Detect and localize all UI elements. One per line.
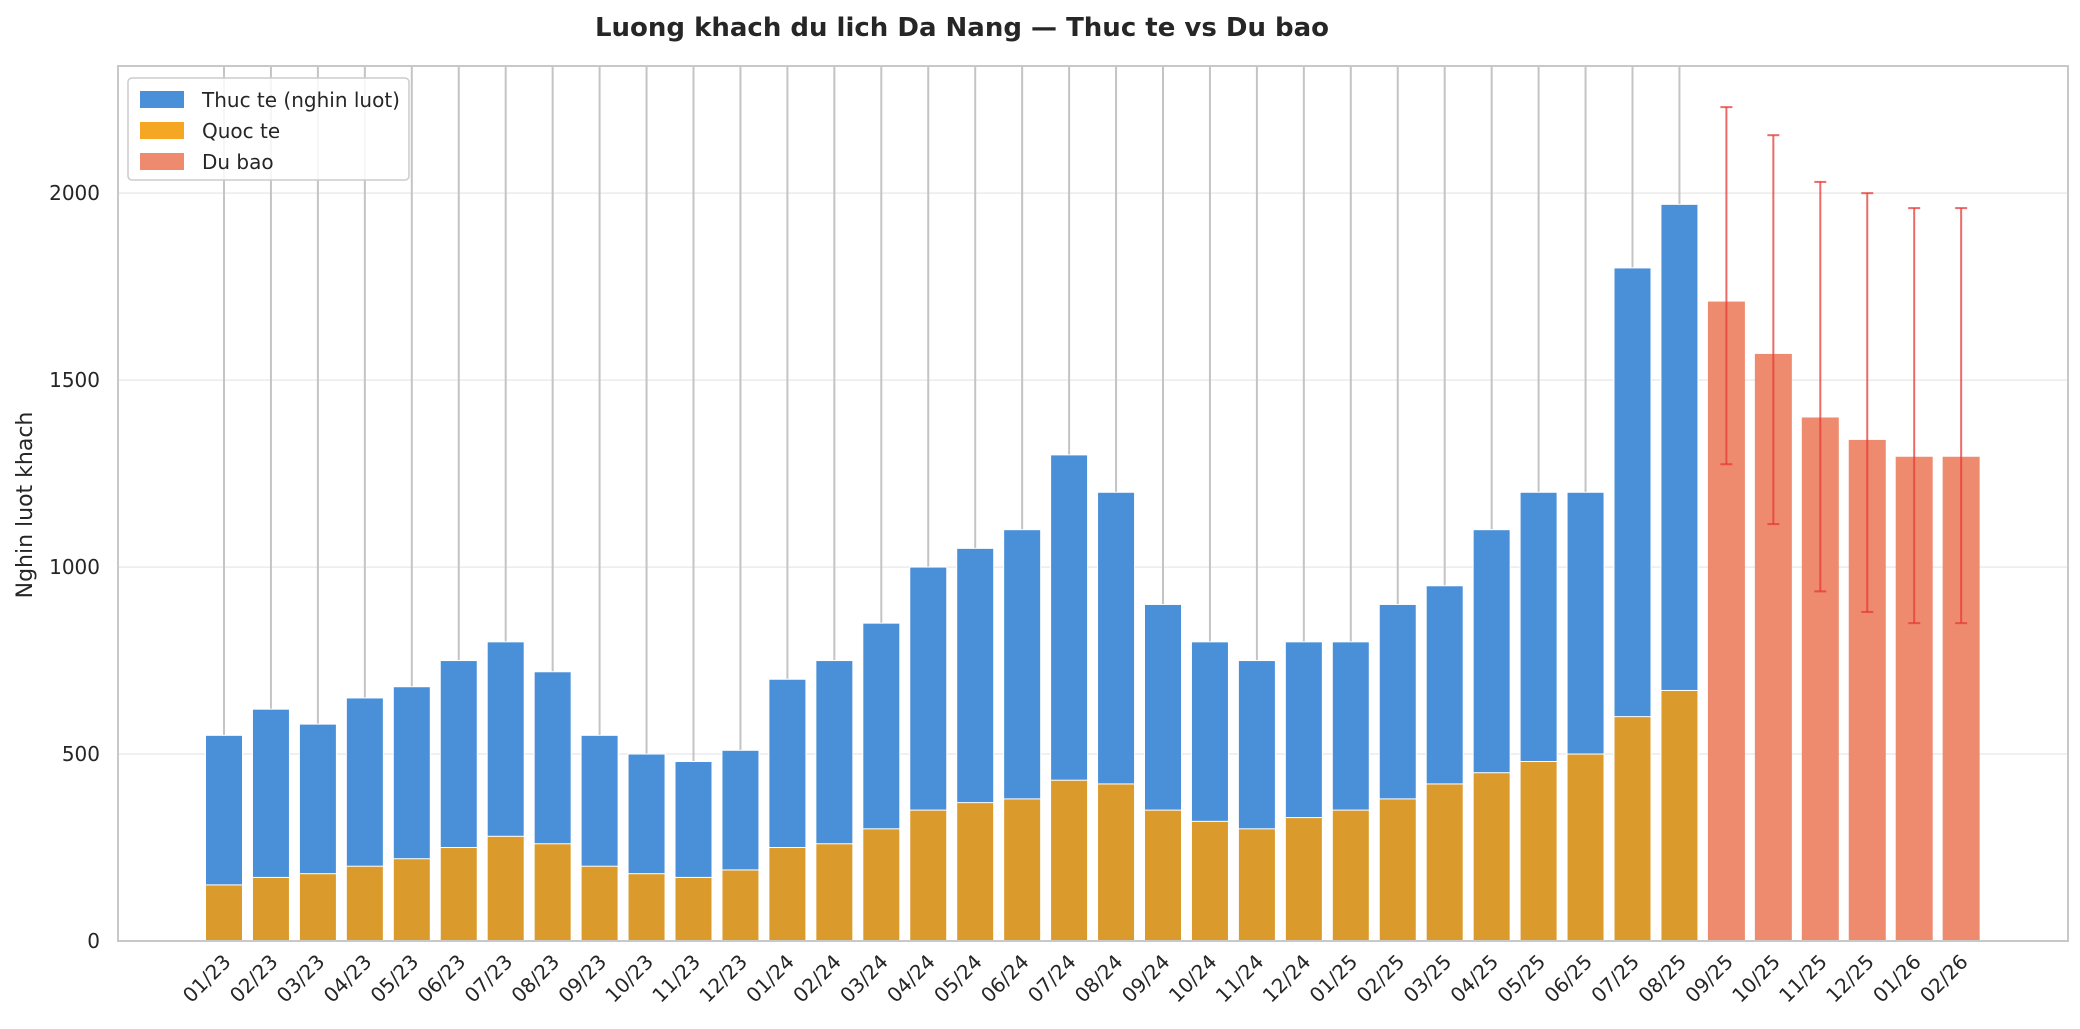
bar-international: [862, 828, 901, 942]
legend: Thuc te (nghin luot) Quoc te Du bao: [127, 77, 410, 181]
legend-box: [127, 77, 410, 181]
bars: [205, 203, 1980, 942]
bar-international: [674, 876, 713, 942]
axes: [117, 65, 2069, 942]
y-axis-label: Nghin luot khach: [13, 412, 38, 599]
y-tick-label: 500: [62, 742, 100, 766]
bar-international: [1660, 689, 1699, 942]
chart-title: Luong khach du lich Da Nang — Thuc te vs…: [595, 13, 1329, 43]
bar-international: [1237, 828, 1276, 942]
bar-international: [439, 847, 478, 942]
legend-swatch-forecast: [140, 153, 184, 170]
bar-international: [627, 873, 666, 942]
bar-international: [1566, 753, 1605, 942]
bar-international: [1284, 817, 1323, 942]
error-bars: [1720, 106, 1968, 625]
bar-international: [1097, 783, 1136, 942]
bar-international: [1425, 783, 1464, 942]
legend-swatch-actual: [140, 91, 184, 108]
bar-international: [1613, 716, 1652, 942]
bar-international: [580, 865, 619, 942]
bar-international: [768, 847, 807, 942]
legend-swatch-international: [140, 122, 184, 139]
bar-international: [205, 884, 243, 942]
bar-international: [1519, 761, 1558, 942]
y-tick-label: 0: [87, 929, 100, 953]
bar-international: [815, 843, 854, 942]
bar-international: [956, 802, 995, 942]
plot-frame: [117, 65, 2069, 942]
bar-international: [1378, 798, 1417, 942]
bar-international: [909, 809, 948, 942]
legend-label-international: Quoc te: [202, 119, 280, 143]
bar-international: [721, 869, 760, 942]
bar-international: [298, 873, 337, 942]
bar-international: [1331, 809, 1370, 942]
bar-international: [1003, 798, 1042, 942]
legend-label-forecast: Du bao: [202, 150, 274, 174]
y-tick-label: 1000: [49, 555, 100, 579]
y-tick-label: 1500: [49, 368, 100, 392]
bar-international: [345, 865, 384, 942]
bar-international: [1144, 809, 1182, 942]
bar-international: [1050, 779, 1089, 942]
y-tick-label: 2000: [49, 181, 100, 205]
bar-international: [1190, 820, 1229, 942]
legend-label-actual: Thuc te (nghin luot): [201, 88, 400, 112]
bar-international: [251, 876, 290, 942]
bar-international: [392, 858, 431, 942]
bar-international: [486, 835, 525, 942]
bar-international: [533, 843, 572, 942]
bar-international: [1472, 772, 1511, 942]
